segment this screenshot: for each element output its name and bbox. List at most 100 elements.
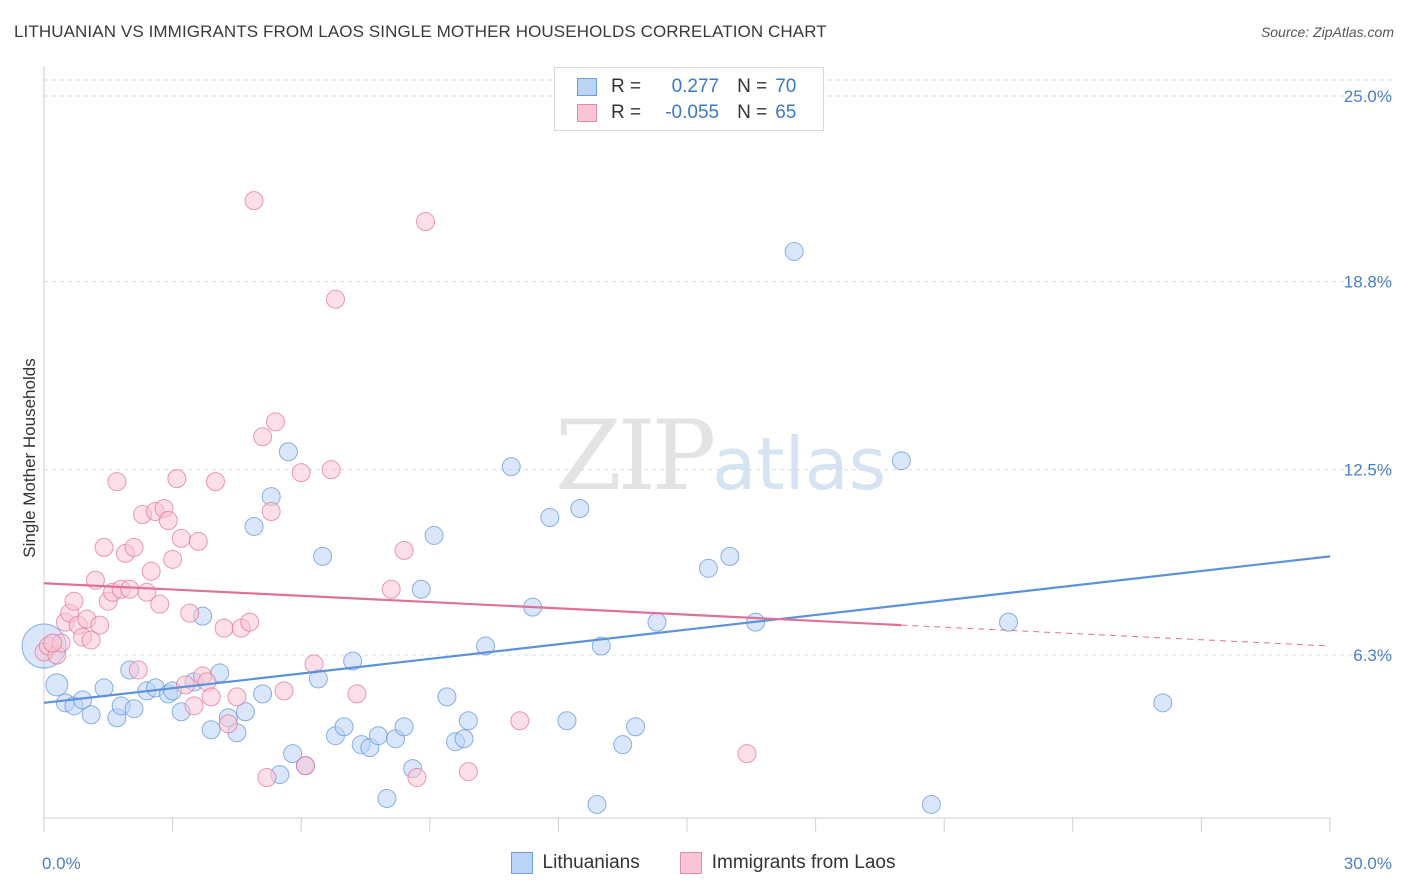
y-tick-label: 25.0% [1344, 87, 1392, 106]
data-point [45, 673, 69, 697]
data-point [394, 717, 414, 737]
legend-n-label: N = [737, 102, 768, 123]
data-point [240, 612, 260, 632]
data-point [501, 457, 521, 477]
legend-row-laos: R = -0.055 N = 65 [577, 101, 796, 125]
data-point [253, 684, 273, 704]
data-point [416, 212, 436, 232]
x-tick-label: 30.0% [1344, 854, 1392, 873]
data-point [163, 549, 183, 569]
data-point [313, 546, 333, 566]
data-point [120, 579, 140, 599]
legend-item-laos: Immigrants from Laos [679, 852, 896, 874]
data-point [90, 615, 110, 635]
data-point [94, 537, 114, 557]
y-axis-label: Single Mother Households [20, 358, 39, 557]
data-point [124, 537, 144, 557]
data-point [891, 451, 911, 471]
data-point [647, 612, 667, 632]
legend-r-value: -0.055 [665, 102, 720, 123]
legend-r-value: 0.277 [671, 76, 720, 97]
data-point [158, 510, 178, 530]
data-point [43, 633, 63, 653]
trend-lines [43, 555, 1331, 704]
data-point [377, 788, 397, 808]
data-point [334, 717, 354, 737]
data-point [150, 594, 170, 614]
data-point [274, 681, 294, 701]
legend-swatch-blue [510, 852, 533, 874]
data-point [218, 714, 238, 734]
data-point [283, 744, 303, 764]
data-point [64, 591, 84, 611]
data-point [737, 744, 757, 764]
watermark-zip: ZIP [555, 400, 716, 512]
gridlines [44, 79, 1395, 656]
data-point [510, 711, 530, 731]
legend-swatch-pink [679, 852, 702, 874]
data-point [244, 191, 264, 211]
correlation-legend: R = 0.277 N = 70 R = -0.055 N = 65 [554, 67, 824, 131]
data-point [411, 579, 431, 599]
data-point [141, 561, 161, 581]
data-point [424, 525, 444, 545]
data-point [591, 636, 611, 656]
data-point [214, 618, 234, 638]
data-point [184, 696, 204, 716]
data-point [587, 794, 607, 814]
data-point [261, 502, 281, 522]
data-point [1153, 693, 1173, 713]
legend-r-label: R = [611, 76, 642, 97]
x-tick-label: 0.0% [42, 854, 81, 873]
trend-line [43, 582, 902, 627]
legend-n-label: N = [737, 76, 768, 97]
source-label: Source: ZipAtlas.com [1260, 24, 1394, 40]
legend-swatch-pink [577, 104, 597, 122]
watermark: ZIPatlas [555, 400, 886, 512]
data-point [167, 469, 187, 489]
legend-item-lithuanians: Lithuanians [510, 852, 640, 874]
axes [43, 66, 1331, 832]
data-point [557, 711, 577, 731]
data-point [999, 612, 1018, 632]
data-point [698, 558, 718, 578]
data-point [476, 636, 496, 656]
legend-label: Immigrants from Laos [711, 852, 896, 873]
data-point [381, 579, 401, 599]
legend-row-lithuanians: R = 0.277 N = 70 [577, 75, 796, 99]
data-point [205, 472, 225, 492]
data-point [124, 699, 144, 719]
data-point [253, 427, 273, 447]
data-point [188, 531, 208, 551]
data-point [394, 540, 414, 560]
legend-label: Lithuanians [542, 852, 640, 873]
y-tick-label: 12.5% [1344, 461, 1392, 480]
series-legend: Lithuanians Immigrants from Laos [0, 852, 1406, 874]
y-tick-label: 6.3% [1353, 646, 1392, 665]
data-point [720, 546, 740, 566]
trend-line-extrapolated [901, 624, 1331, 647]
data-point [81, 630, 101, 650]
data-point [235, 702, 255, 722]
data-point [171, 528, 191, 548]
data-point [784, 241, 804, 261]
data-point [325, 289, 345, 309]
data-point [437, 687, 457, 707]
data-point [321, 460, 341, 480]
data-point [368, 726, 388, 746]
data-point [201, 720, 221, 740]
data-point [570, 499, 590, 519]
data-point [278, 442, 298, 462]
data-point [244, 516, 264, 536]
y-tick-label: 18.8% [1344, 272, 1392, 291]
legend-r-label: R = [611, 102, 642, 123]
data-point [347, 684, 367, 704]
series-lithuanians [21, 241, 1173, 814]
data-point [180, 603, 200, 623]
tick-labels: 6.3% 12.5% 18.8% 25.0% 0.0% 30.0% [42, 87, 1392, 873]
data-point [458, 762, 478, 782]
data-point [257, 768, 277, 788]
data-point [454, 729, 474, 749]
data-point [291, 463, 311, 483]
data-point [295, 756, 315, 776]
